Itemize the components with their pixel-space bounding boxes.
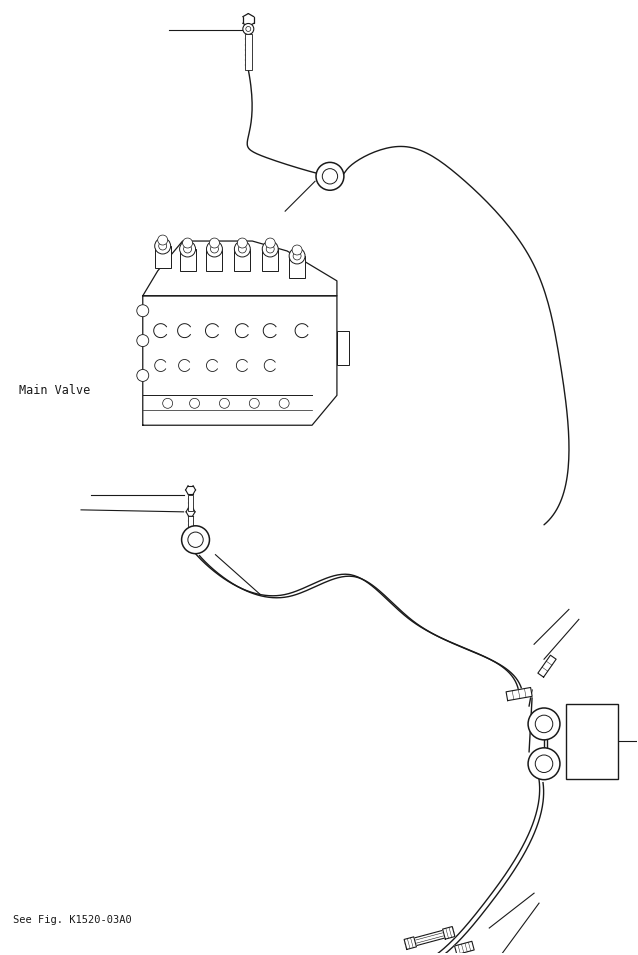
Circle shape: [209, 238, 219, 248]
Circle shape: [211, 245, 218, 253]
Circle shape: [289, 248, 305, 264]
Circle shape: [159, 242, 167, 250]
Circle shape: [265, 238, 275, 248]
Bar: [188, 517, 193, 534]
Circle shape: [182, 526, 209, 554]
Bar: [188, 495, 193, 511]
Circle shape: [137, 370, 149, 381]
Polygon shape: [538, 655, 556, 677]
Polygon shape: [454, 942, 474, 955]
Bar: [234, 249, 250, 271]
Bar: [337, 330, 349, 366]
Bar: [289, 256, 305, 278]
Circle shape: [137, 334, 149, 347]
Circle shape: [535, 715, 553, 732]
Circle shape: [528, 748, 560, 779]
Polygon shape: [143, 296, 337, 425]
Circle shape: [239, 245, 246, 253]
Circle shape: [137, 305, 149, 317]
Bar: [155, 246, 170, 268]
Circle shape: [279, 398, 289, 409]
Circle shape: [207, 241, 223, 257]
Bar: [566, 704, 618, 778]
Circle shape: [316, 162, 344, 190]
Circle shape: [182, 238, 193, 248]
Circle shape: [189, 398, 200, 409]
Circle shape: [528, 708, 560, 740]
Circle shape: [262, 241, 278, 257]
Bar: [262, 249, 278, 271]
Circle shape: [237, 238, 248, 248]
Circle shape: [292, 245, 302, 255]
Text: See Fig. K1520-03A0: See Fig. K1520-03A0: [13, 915, 132, 925]
Circle shape: [219, 398, 230, 409]
Circle shape: [234, 241, 250, 257]
Circle shape: [184, 245, 191, 253]
Bar: [207, 249, 223, 271]
Circle shape: [243, 24, 254, 34]
Circle shape: [322, 169, 338, 184]
Circle shape: [266, 245, 274, 253]
Text: Main Valve: Main Valve: [19, 384, 91, 397]
Circle shape: [293, 252, 301, 260]
Circle shape: [249, 398, 259, 409]
Bar: [245, 34, 252, 70]
Polygon shape: [443, 926, 455, 939]
Bar: [180, 249, 195, 271]
Circle shape: [246, 27, 251, 32]
Circle shape: [155, 238, 170, 254]
Circle shape: [535, 755, 553, 773]
Polygon shape: [404, 927, 455, 948]
Circle shape: [180, 241, 195, 257]
Circle shape: [158, 235, 168, 245]
Polygon shape: [143, 241, 337, 296]
Circle shape: [163, 398, 173, 409]
Polygon shape: [404, 937, 417, 949]
Circle shape: [188, 532, 204, 547]
Polygon shape: [506, 688, 532, 701]
